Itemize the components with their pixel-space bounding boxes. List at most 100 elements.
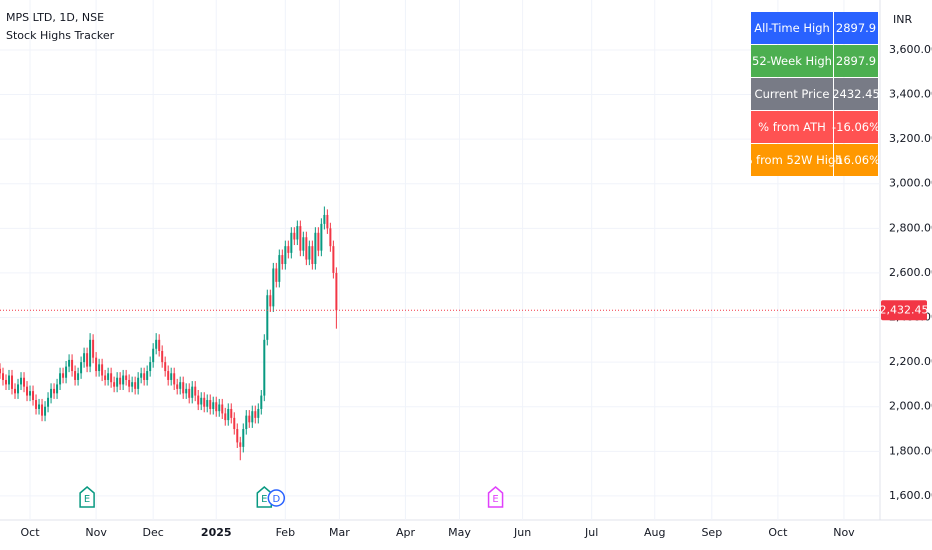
candle-body [116, 377, 119, 387]
candle-body [182, 382, 185, 394]
candle-body [104, 375, 107, 380]
table-value: 2432.45 [832, 87, 880, 101]
candle-body [275, 268, 278, 282]
candle-body [308, 246, 311, 260]
candle-body [185, 388, 188, 394]
candle-body [197, 395, 200, 405]
candle-body [203, 397, 206, 407]
event-marker[interactable] [487, 486, 504, 508]
candle-body [257, 408, 260, 418]
table-label: All-Time High [754, 21, 830, 35]
candle-body [155, 339, 158, 349]
event-marker[interactable] [79, 486, 95, 508]
price-tag [881, 300, 927, 321]
candle-body [332, 246, 335, 273]
candle-body [281, 255, 284, 265]
candle-body [326, 214, 329, 229]
candle-body [170, 373, 173, 380]
table-label: 52-Week High [752, 54, 832, 68]
candle-body [245, 415, 248, 430]
candle-body [71, 359, 74, 372]
x-tick-label: Oct [21, 526, 41, 539]
candle-body [77, 373, 80, 380]
candle-body [263, 339, 266, 396]
table-label: % from ATH [758, 120, 826, 134]
candle-body [149, 362, 152, 372]
candle-body [62, 373, 65, 378]
candle-body [329, 228, 332, 247]
candle-body [14, 388, 17, 394]
candle-body [8, 375, 11, 385]
candle-body [206, 400, 209, 407]
candle-body [110, 373, 113, 383]
table-cell [834, 144, 878, 176]
indicator-name: Stock Highs Tracker [6, 29, 115, 42]
candle-body [101, 364, 104, 376]
candle-body [140, 373, 143, 378]
table-cell [751, 144, 833, 176]
candle-body [29, 391, 32, 396]
candle-body [107, 373, 110, 380]
candle-body [5, 379, 8, 385]
event-label: D [272, 494, 280, 505]
candle-body [131, 382, 134, 387]
candle-body [251, 411, 254, 423]
candle-body [317, 232, 320, 251]
candle-body [296, 226, 299, 240]
candle-body [95, 357, 98, 372]
candle-body [221, 404, 224, 414]
x-tick-label: Jun [513, 526, 531, 539]
event-label: E [492, 494, 498, 505]
y-tick-label: 3,000.00 [889, 177, 932, 190]
candle-body [119, 377, 122, 385]
candle-body [56, 384, 59, 394]
x-tick-label: Jul [584, 526, 598, 539]
candle-body [284, 246, 287, 265]
candle-body [26, 386, 29, 396]
candle-body [233, 417, 236, 430]
candle-body [125, 375, 128, 380]
candle-body [161, 350, 164, 363]
candle-body [152, 348, 155, 363]
candle-body [0, 368, 1, 374]
x-tick-label: Dec [143, 526, 164, 539]
y-tick-label: 1,800.00 [889, 444, 932, 457]
candle-body [92, 339, 95, 358]
table-cell [751, 45, 833, 77]
candle-body [272, 268, 275, 307]
x-tick-label: Nov [833, 526, 855, 539]
candle-body [179, 382, 182, 389]
candle-body [38, 404, 41, 409]
x-tick-label: Apr [396, 526, 416, 539]
candle-body [59, 373, 62, 385]
candle-body [278, 255, 281, 282]
candle-body [188, 388, 191, 398]
x-tick-label: Aug [644, 526, 665, 539]
y-tick-label: 2,600.00 [889, 266, 932, 279]
candle-body [146, 371, 149, 380]
table-cell [834, 78, 878, 110]
x-tick-label: Mar [329, 526, 350, 539]
candle-body [191, 386, 194, 398]
candle-body [260, 395, 263, 409]
candle-body [242, 429, 245, 447]
event-marker[interactable] [267, 489, 286, 507]
candle-body [176, 384, 179, 389]
candle-body [80, 362, 83, 374]
event-label: E [84, 494, 90, 505]
candle-body [323, 214, 326, 224]
candle-body [302, 237, 305, 251]
candle-body [122, 375, 125, 385]
candle-body [335, 272, 338, 311]
candle-body [212, 402, 215, 409]
candle-body [68, 359, 71, 367]
candle-body [239, 442, 242, 447]
candle-body [143, 373, 146, 380]
candle-body [215, 402, 218, 412]
candle-body [299, 226, 302, 251]
candle-body [11, 375, 14, 389]
chart-title: MPS LTD, 1D, NSE [6, 11, 104, 24]
x-tick-label: May [448, 526, 471, 539]
